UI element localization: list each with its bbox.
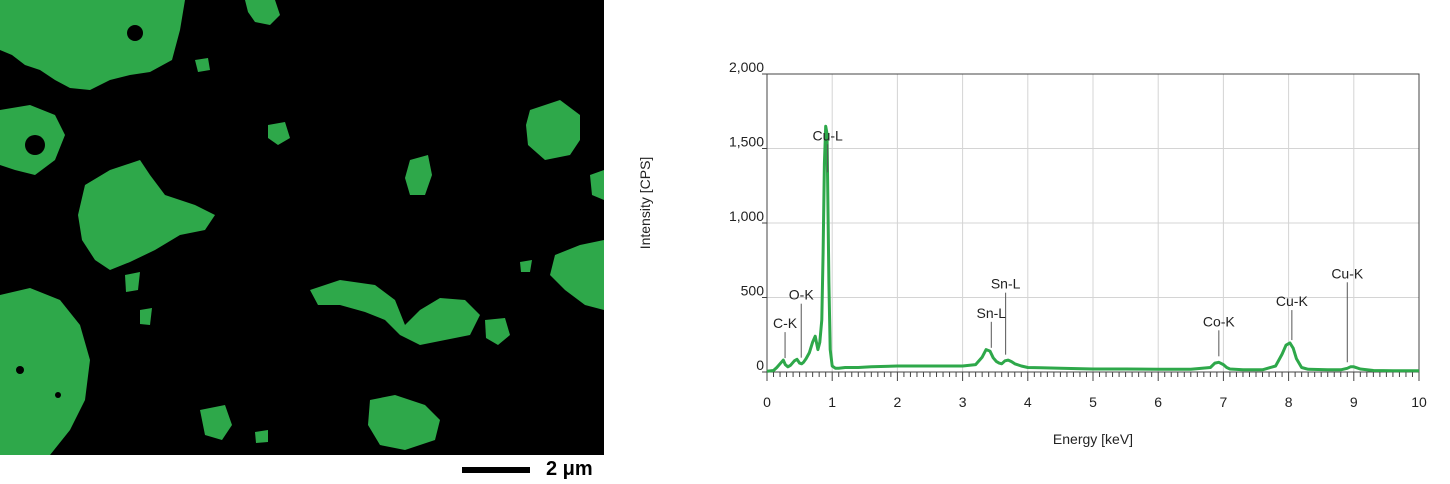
y-tick-label: 500 (741, 283, 765, 299)
peak-label: Cu-K (1331, 265, 1364, 281)
y-axis-label: Intensity [CPS] (637, 157, 653, 250)
map-region (78, 160, 215, 270)
x-tick-label: 2 (894, 394, 902, 410)
elemental-map (0, 0, 604, 455)
map-void (127, 25, 143, 41)
peak-label: Cu-L (812, 127, 843, 143)
map-void (25, 135, 45, 155)
map-region (526, 100, 580, 160)
map-region (590, 170, 604, 200)
y-tick-label: 1,500 (729, 134, 764, 150)
map-region (268, 122, 290, 145)
eds-spectrum-chart: 0 1 2 3 4 5 6 7 8 9 10 0 500 1,000 1,500 2,000 Energy [k… (628, 0, 1450, 484)
scale-bar: 2 μm (462, 455, 602, 484)
map-region (0, 0, 185, 90)
peak-label: C-K (773, 315, 798, 331)
map-region (485, 318, 510, 345)
map-region (520, 260, 532, 272)
scale-bar-line (462, 467, 530, 473)
scale-bar-label: 2 μm (546, 458, 593, 480)
x-tick-label: 6 (1154, 394, 1162, 410)
y-tick-label: 1,000 (729, 208, 764, 224)
map-region (405, 155, 432, 195)
map-region (255, 430, 268, 443)
y-tick-label: 2,000 (729, 59, 764, 75)
map-region (125, 272, 140, 292)
map-region (550, 240, 604, 310)
x-tick-label: 8 (1285, 394, 1293, 410)
map-region (310, 280, 480, 345)
map-void (55, 392, 61, 398)
map-void (16, 366, 24, 374)
peak-label: O-K (789, 287, 815, 303)
x-tick-label: 1 (828, 394, 836, 410)
peak-label: Co-K (1203, 313, 1236, 329)
peak-label: Cu-K (1276, 293, 1309, 309)
spectrum-plot: 0 1 2 3 4 5 6 7 8 9 10 0 500 1,000 1,500 2,000 Energy [k… (637, 59, 1427, 447)
map-region (368, 395, 440, 450)
x-tick-label: 9 (1350, 394, 1358, 410)
y-tick-label: 0 (756, 357, 764, 373)
x-tick-label: 3 (959, 394, 967, 410)
element-map-image (0, 0, 604, 455)
map-region (140, 308, 152, 325)
x-tick-label: 0 (763, 394, 771, 410)
map-region (0, 288, 90, 455)
x-tick-label: 7 (1220, 394, 1228, 410)
x-axis-label: Energy [keV] (1053, 431, 1133, 447)
spectrum-line (766, 124, 1419, 373)
peak-label: Sn-L (976, 305, 1006, 321)
map-region (195, 58, 210, 72)
x-tick-label: 4 (1024, 394, 1032, 410)
peak-label: Sn-L (991, 276, 1021, 292)
map-region (200, 405, 232, 440)
map-region (245, 0, 280, 25)
x-tick-label: 10 (1411, 394, 1427, 410)
x-tick-label: 5 (1089, 394, 1097, 410)
